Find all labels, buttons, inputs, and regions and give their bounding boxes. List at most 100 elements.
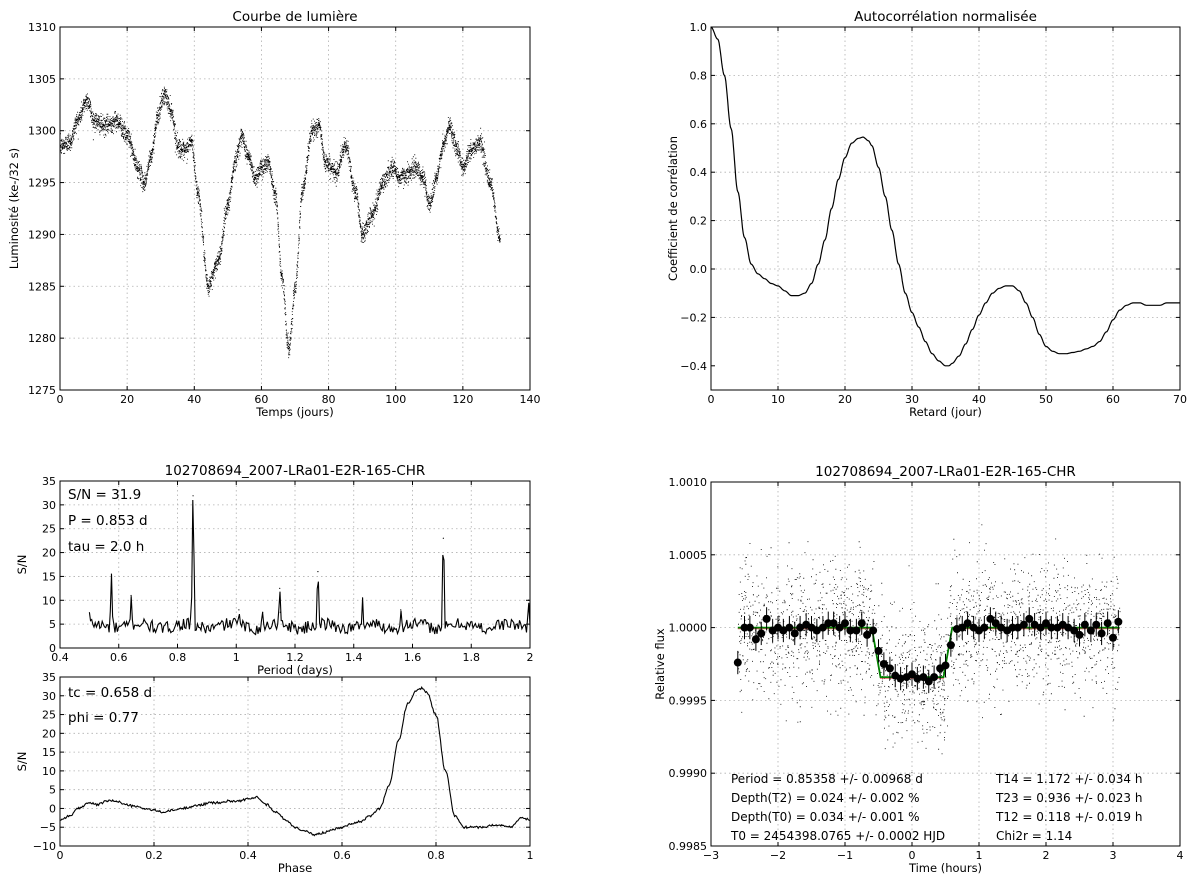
autocorrelation-panel: 0 10 20 30 40 50 60 70 −0.4 −0.2 0.0 0.2 0.4 0.6 0.8 1.… <box>666 9 1187 419</box>
light-curve-point <box>398 176 400 179</box>
light-curve-point <box>206 285 209 288</box>
x-tick-label: 80 <box>322 393 336 406</box>
phase-point <box>106 800 108 802</box>
x-tick-label: 0 <box>57 393 64 406</box>
binned-point <box>991 619 1000 628</box>
x-axis-label: Temps (jours) <box>255 405 334 419</box>
binned-point <box>896 674 905 683</box>
binned-point <box>812 626 821 635</box>
binned-point <box>1092 620 1101 629</box>
binned-point <box>1042 619 1050 628</box>
phase-point <box>510 826 512 828</box>
light-curve-point <box>287 347 290 350</box>
transit-fold-panel: −3 −2 −1 0 1 2 3 4 0.9985 0.9990 0.9995 1.0000 1.000… <box>653 464 1184 875</box>
x-tick-label: −3 <box>703 849 719 862</box>
x-tick-label: 70 <box>1173 393 1187 406</box>
y-axis-label: Relative flux <box>653 628 667 700</box>
y-tick-label: 1280 <box>28 332 56 345</box>
light-curve-point <box>468 150 471 153</box>
phase-point <box>238 800 240 802</box>
y-tick-label: 1295 <box>28 177 56 190</box>
phase-point <box>491 824 493 826</box>
binned-point <box>1030 620 1039 629</box>
phase-point <box>322 832 324 834</box>
binned-point <box>924 677 933 686</box>
binned-point <box>841 619 849 628</box>
fit-annotation: T23 = 0.936 +/- 0.023 h <box>995 791 1142 805</box>
y-tick-label: 0.2 <box>690 215 708 228</box>
x-axis-label: Period (days) <box>257 663 333 677</box>
binned-point <box>745 623 754 632</box>
y-tick-label: 5 <box>49 784 56 797</box>
light-curve-point <box>116 119 118 122</box>
phase-point <box>303 830 305 832</box>
fit-annotation: T0 = 2454398.0765 +/- 0.0002 HJD <box>730 829 945 843</box>
light-curve-point <box>441 145 444 148</box>
phase-point <box>256 796 258 798</box>
light-curve-point <box>310 129 313 132</box>
binned-point <box>779 626 788 635</box>
phase-point <box>191 806 193 808</box>
y-axis-label: S/N <box>15 752 29 772</box>
y-tick-label: 20 <box>42 727 56 740</box>
binned-point <box>818 623 827 632</box>
x-tick-label: 60 <box>1106 393 1120 406</box>
periodogram-annotation: S/N = 31.9 <box>68 487 141 503</box>
y-tick-label: 1.0010 <box>669 476 708 489</box>
binned-point <box>869 626 878 635</box>
phase-point <box>444 770 446 772</box>
binned-point <box>785 623 794 632</box>
x-tick-label: −1 <box>837 849 853 862</box>
axes-frame <box>710 481 1181 847</box>
phase-point <box>68 815 70 817</box>
phase-point <box>520 817 522 819</box>
binned-point <box>913 674 922 683</box>
phase-point <box>397 740 399 742</box>
binned-point <box>757 629 766 638</box>
light-curve-point <box>455 145 457 148</box>
binned-point <box>908 670 916 679</box>
x-tick-label: 20 <box>838 393 852 406</box>
phase-point <box>134 806 136 808</box>
x-tick-label: 2 <box>527 651 534 664</box>
x-tick-label: 2 <box>1043 849 1050 862</box>
phase-point <box>426 691 428 693</box>
periodogram-panel: 0.4 0.6 0.8 1 1.2 1.4 1.6 1.8 205101520253035102… <box>15 463 534 677</box>
light-curve-point <box>233 161 236 163</box>
light-curve-point <box>227 202 229 205</box>
phase-point <box>294 826 296 828</box>
periodogram-peak <box>442 537 444 539</box>
light-curve-point <box>176 145 179 148</box>
light-curve-point <box>361 233 363 236</box>
phase-point <box>473 826 475 828</box>
light-curve-point <box>253 176 256 179</box>
fit-annotation: T14 = 1.172 +/- 0.034 h <box>995 772 1142 786</box>
phase-point <box>350 822 352 824</box>
binned-point <box>1064 623 1073 632</box>
light-curve-point <box>334 171 337 173</box>
y-tick-label: −10 <box>33 840 56 853</box>
y-tick-label: 0.8 <box>690 69 708 82</box>
binned-point <box>986 614 995 623</box>
fit-annotation: Depth(T2) = 0.024 +/- 0.002 % <box>731 791 920 805</box>
light-curve-point <box>280 275 283 277</box>
phase-point <box>416 689 418 691</box>
y-tick-label: 0.6 <box>690 118 708 131</box>
y-tick-label: 1300 <box>28 125 56 138</box>
x-tick-label: 1 <box>233 651 240 664</box>
phase-point <box>181 807 183 809</box>
phase-point <box>87 802 89 804</box>
light-curve-point <box>126 135 128 137</box>
x-tick-label: 0.4 <box>239 849 257 862</box>
light-curve-point <box>428 202 431 205</box>
binned-points <box>733 607 1123 694</box>
binned-point <box>1097 629 1106 638</box>
binned-point <box>846 626 855 635</box>
x-tick-label: 0.2 <box>145 849 163 862</box>
y-tick-label: 30 <box>42 690 56 703</box>
binned-point <box>958 623 967 632</box>
x-tick-label: 3 <box>1110 849 1117 862</box>
phase-point <box>285 819 287 821</box>
y-tick-label: 35 <box>42 475 56 488</box>
binned-point <box>762 614 771 623</box>
